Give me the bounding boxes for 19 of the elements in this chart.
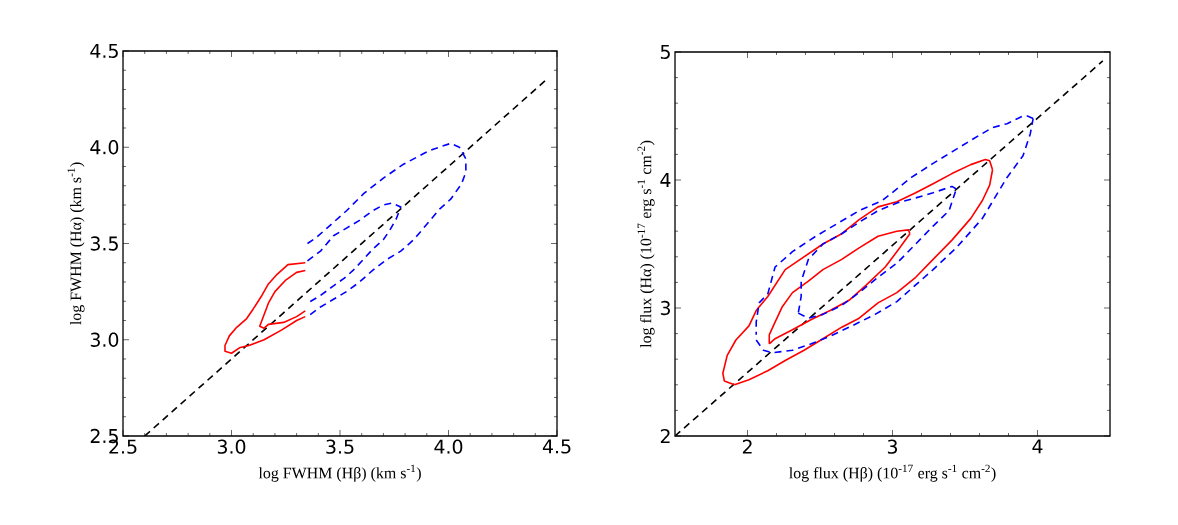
x-tick-label: 2 [742,439,752,454]
x-axis-title: log flux (Hβ) (10$^{-17}$ erg s$^{-1}$ cm$^{-2}$) [789,464,996,482]
x-tick-label: 3.5 [326,439,354,454]
y-tick-label: 4.5 [90,43,118,59]
y-tick-label: 4.0 [90,140,119,155]
x-tick-label: 4.5 [542,439,571,454]
y-tick-label: 4 [660,173,671,187]
y-axis-title: log FWHM (Hα) (km s$^{-1}$) [67,162,85,325]
x-tick-label: 4 [1032,439,1043,454]
x-tick-label: 3.0 [217,439,246,454]
y-tick-label: 3.0 [90,332,119,347]
x-tick-label: 3 [887,439,898,454]
y-tick-label: 3 [660,300,670,316]
y-tick-label: 2 [660,428,670,444]
y-axis-title: log flux (Hα) (10$^{-17}$ erg s$^{-1}$ cm$^{-2}$) [637,140,655,348]
y-tick-label: 5 [660,44,670,60]
y-tick-label: 3.5 [90,236,118,251]
x-axis-title: log FWHM (Hβ) (km s$^{-1}$) [258,464,421,482]
x-tick-label: 4.0 [434,439,463,454]
